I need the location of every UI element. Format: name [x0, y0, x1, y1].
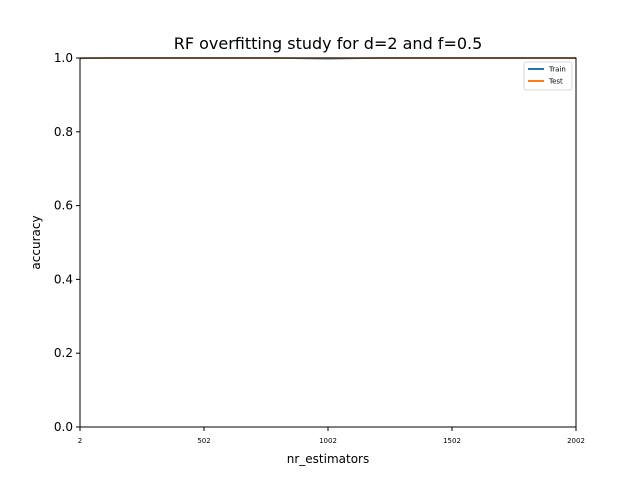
legend: Train Test: [523, 61, 573, 91]
x-tick-label: 1502: [443, 437, 461, 445]
plot-frame: [79, 57, 577, 428]
x-tick-label: 502: [197, 437, 210, 445]
legend-label-test: Test: [548, 78, 563, 86]
x-tick-label: 2: [78, 437, 82, 445]
x-axis-label: nr_estimators: [287, 452, 370, 466]
chart-title: RF overfitting study for d=2 and f=0.5: [174, 34, 483, 53]
x-axis: 2 502 1002 1502 2002: [78, 427, 585, 445]
y-tick-label: 0.4: [54, 272, 73, 286]
y-tick-label: 0.6: [54, 199, 73, 213]
y-tick-label: 0.0: [54, 420, 73, 434]
x-tick-label: 1002: [319, 437, 337, 445]
y-axis-label: accuracy: [29, 215, 43, 269]
x-tick-label: 2002: [567, 437, 585, 445]
y-tick-label: 0.8: [54, 125, 73, 139]
y-tick-label: 0.2: [54, 346, 73, 360]
plot-area: [79, 57, 577, 428]
y-tick-label: 1.0: [54, 51, 73, 65]
y-axis: 0.0 0.2 0.4 0.6 0.8 1.0: [54, 51, 80, 434]
legend-label-train: Train: [548, 66, 566, 74]
